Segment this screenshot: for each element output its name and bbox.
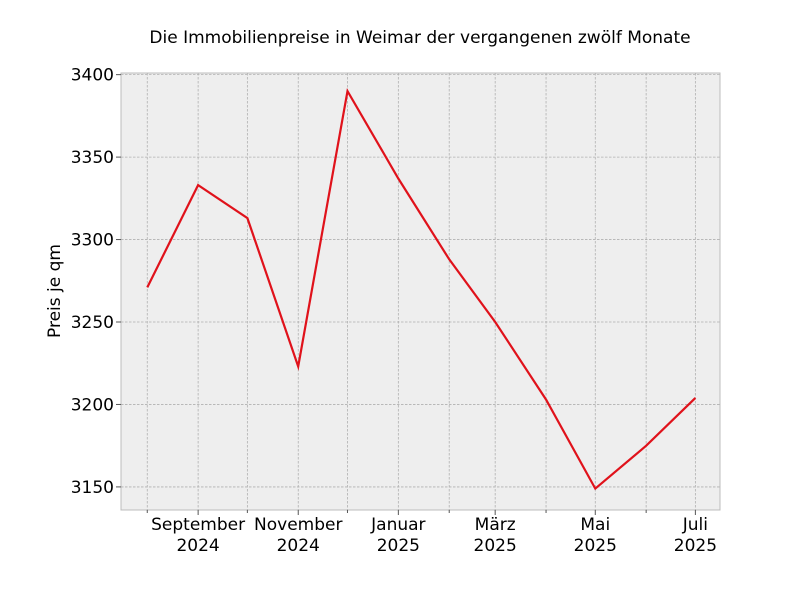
x-tick-label-line: September: [151, 515, 245, 535]
x-tick-label-line: 2025: [574, 536, 617, 556]
y-tick-label: 3200: [71, 395, 114, 415]
x-tick-label-line: Mai: [580, 515, 610, 535]
grid: [121, 73, 720, 510]
x-tick-label: November 2024: [254, 515, 342, 556]
x-tick-label-line: 2025: [674, 536, 717, 556]
y-tick-label: 3350: [71, 148, 114, 168]
x-tick-label: Juli 2025: [674, 515, 717, 556]
x-tick-label: Januar 2025: [370, 515, 425, 556]
chart-title: Die Immobilienpreise in Weimar der verga…: [149, 28, 690, 48]
x-tick-label-line: Juli: [682, 515, 708, 535]
x-tick-label-line: 2024: [277, 536, 320, 556]
x-tick-label-line: März: [475, 515, 516, 535]
x-tick-label: September 2024: [151, 515, 245, 556]
y-tick-label: 3400: [71, 66, 114, 86]
x-tick-label: März 2025: [474, 515, 517, 556]
y-tick-label: 3150: [71, 478, 114, 498]
series-line-0: [146, 87, 697, 491]
x-tick-label-line: Januar: [370, 515, 425, 535]
x-tick-label-line: 2025: [377, 536, 420, 556]
x-tick-label-line: November: [254, 515, 342, 535]
y-axis-label: Preis je qm: [45, 244, 65, 338]
x-tick-label: Mai 2025: [574, 515, 617, 556]
y-tick-label: 3250: [71, 313, 114, 333]
x-tick-label-line: 2024: [176, 536, 219, 556]
plot-area: [120, 72, 721, 511]
series-layer: [146, 87, 697, 491]
x-tick-label-line: 2025: [474, 536, 517, 556]
y-tick-label: 3300: [71, 231, 114, 251]
